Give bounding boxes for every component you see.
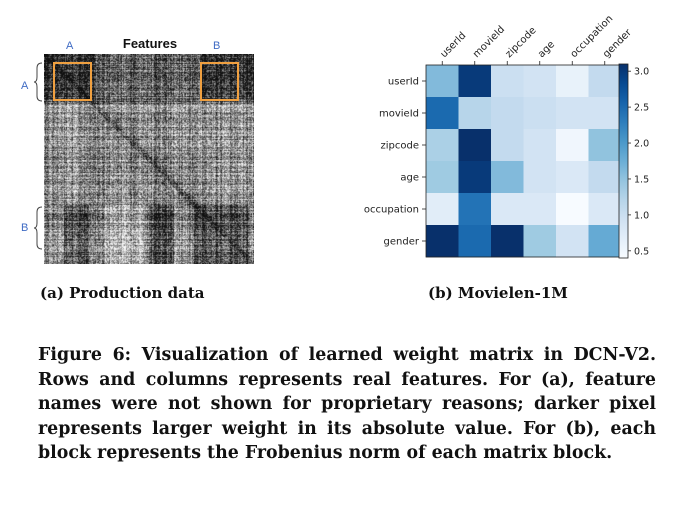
heatmap-cell [426, 65, 459, 98]
heatmap-cell [523, 193, 557, 226]
colorbar-tick-label: 0.5 [634, 246, 649, 257]
heatmap-cell [588, 65, 622, 98]
movielens-caption: (b) Movielen-1M [428, 284, 568, 302]
heatmap-cell [426, 193, 459, 226]
highlight-box-left [53, 62, 92, 101]
heatmap-cell [556, 193, 589, 226]
heatmap-cell [523, 97, 557, 130]
production-weight-matrix-image [44, 54, 254, 264]
row-group-a-label: A [21, 80, 29, 92]
heatmap-cell [426, 97, 459, 130]
row-group-b-label: B [21, 222, 29, 234]
colorbar-tick-label: 1.5 [634, 174, 649, 185]
y-tick-label: zipcode [381, 141, 420, 152]
production-data-panel: Features A B A B (a) Production data [0, 0, 340, 310]
features-title: Features [122, 36, 178, 51]
heatmap-cell [556, 161, 589, 194]
heatmap-cell [458, 65, 492, 98]
heatmap-cell [491, 193, 524, 226]
row-group-b-brace [33, 206, 43, 250]
x-tick-label: gender [601, 27, 634, 60]
heatmap-cell [491, 65, 524, 98]
y-tick-label: movieId [379, 109, 419, 120]
figure-caption: Figure 6: Visualization of learned weigh… [38, 345, 656, 463]
column-group-a-label: A [66, 40, 74, 52]
x-tick-label: movieId [471, 24, 507, 60]
heatmap-cell [458, 161, 492, 194]
row-group-a-brace [33, 62, 43, 102]
y-tick-label: gender [384, 237, 420, 248]
heatmap-cell [458, 129, 492, 162]
heatmap-cell [588, 97, 622, 130]
colorbar-tick-label: 2.5 [634, 103, 649, 114]
heatmap-cell [458, 97, 492, 130]
heatmap-cell [523, 65, 557, 98]
heatmap-cell [588, 161, 622, 194]
colorbar-tick-label: 1.0 [634, 210, 649, 221]
heatmap-cell [556, 97, 589, 130]
colorbar [618, 63, 629, 259]
heatmap-cell [426, 225, 459, 258]
heatmap-cell [458, 193, 492, 226]
heatmap-cell [588, 129, 622, 162]
heatmap-cell [523, 225, 557, 258]
heatmap-cell [588, 193, 622, 226]
heatmap-cell [523, 129, 557, 162]
heatmap-cell [588, 225, 622, 258]
production-data-caption: (a) Production data [40, 284, 205, 302]
heatmap-cell [426, 129, 459, 162]
x-tick-label: age [536, 39, 557, 60]
y-tick-label: userId [388, 77, 419, 88]
heatmap-cell [491, 225, 524, 258]
heatmap-cell [491, 129, 524, 162]
x-tick-label: zipcode [504, 25, 539, 60]
heatmap-cell [491, 97, 524, 130]
heatmap-cell [556, 129, 589, 162]
y-tick-label: occupation [364, 205, 419, 216]
column-group-b-label: B [213, 40, 221, 52]
colorbar-tick-label: 2.0 [634, 139, 649, 150]
movielens-heatmap: userIdmovieIdzipcodeageoccupationgenderu… [364, 13, 649, 259]
heatmap-cell [556, 65, 589, 98]
colorbar-tick-label: 3.0 [634, 67, 649, 78]
heatmap-cell [523, 161, 557, 194]
heatmap-cell [556, 225, 589, 258]
heatmap-cell [491, 161, 524, 194]
heatmap-cell [426, 161, 459, 194]
highlight-box-right [200, 62, 239, 101]
heatmap-cell [458, 225, 492, 258]
y-tick-label: age [400, 173, 419, 184]
x-tick-label: userId [439, 30, 469, 60]
